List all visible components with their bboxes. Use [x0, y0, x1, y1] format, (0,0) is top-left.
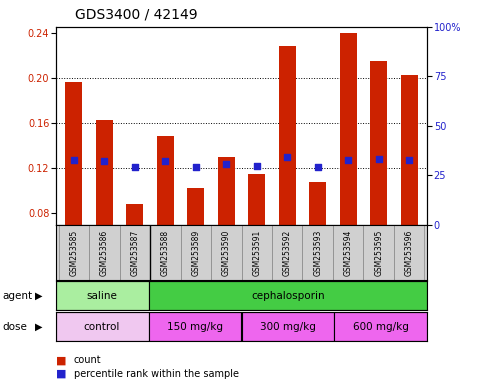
Text: GSM253595: GSM253595 — [374, 230, 383, 276]
Bar — [96, 119, 113, 225]
Point — [222, 161, 230, 167]
Bar — [56, 312, 149, 341]
Point — [161, 158, 169, 164]
Text: ■: ■ — [56, 369, 66, 379]
Bar — [150, 225, 181, 280]
Text: control: control — [84, 321, 120, 332]
Bar — [340, 33, 356, 225]
Text: GSM253585: GSM253585 — [70, 230, 78, 276]
Bar — [363, 225, 394, 280]
Text: GSM253591: GSM253591 — [252, 230, 261, 276]
Bar — [218, 157, 235, 225]
Bar — [58, 225, 89, 280]
Bar — [334, 312, 427, 341]
Point — [192, 164, 199, 170]
Bar — [181, 225, 211, 280]
Bar — [242, 225, 272, 280]
Text: 600 mg/kg: 600 mg/kg — [353, 321, 409, 332]
Text: GSM253590: GSM253590 — [222, 230, 231, 276]
Text: GSM253592: GSM253592 — [283, 230, 292, 276]
Bar — [127, 204, 143, 225]
Point — [405, 157, 413, 163]
Text: 150 mg/kg: 150 mg/kg — [167, 321, 223, 332]
Bar — [248, 174, 265, 225]
Text: GSM253589: GSM253589 — [191, 230, 200, 276]
Bar — [211, 225, 242, 280]
Bar — [394, 225, 425, 280]
Text: GSM253594: GSM253594 — [344, 230, 353, 276]
Text: percentile rank within the sample: percentile rank within the sample — [74, 369, 239, 379]
Text: GSM253587: GSM253587 — [130, 230, 139, 276]
Text: ▶: ▶ — [35, 291, 43, 301]
Text: 300 mg/kg: 300 mg/kg — [260, 321, 316, 332]
Bar — [279, 46, 296, 225]
Text: GDS3400 / 42149: GDS3400 / 42149 — [75, 7, 198, 21]
Text: count: count — [74, 355, 101, 365]
Bar — [157, 136, 174, 225]
Point — [314, 164, 322, 170]
Text: dose: dose — [2, 321, 28, 332]
Text: agent: agent — [2, 291, 32, 301]
Text: GSM253588: GSM253588 — [161, 230, 170, 276]
Bar — [187, 189, 204, 225]
Text: ■: ■ — [56, 355, 66, 365]
Bar — [370, 61, 387, 225]
Bar — [272, 225, 302, 280]
Bar — [149, 312, 242, 341]
Point — [100, 158, 108, 164]
Point — [344, 157, 352, 163]
Text: GSM253593: GSM253593 — [313, 230, 322, 276]
Text: cephalosporin: cephalosporin — [251, 291, 325, 301]
Bar — [66, 82, 82, 225]
Bar — [120, 225, 150, 280]
Point — [70, 157, 78, 163]
Bar — [89, 225, 120, 280]
Point — [284, 154, 291, 160]
Text: ▶: ▶ — [35, 321, 43, 332]
Text: GSM253586: GSM253586 — [100, 230, 109, 276]
Bar — [56, 281, 149, 310]
Point — [375, 156, 383, 162]
Point — [253, 163, 261, 169]
Bar — [149, 281, 427, 310]
Text: GSM253596: GSM253596 — [405, 230, 413, 276]
Bar — [302, 225, 333, 280]
Point — [131, 164, 139, 170]
Bar — [242, 312, 334, 341]
Text: saline: saline — [86, 291, 117, 301]
Bar — [333, 225, 363, 280]
Bar — [401, 76, 417, 225]
Bar — [309, 182, 326, 225]
